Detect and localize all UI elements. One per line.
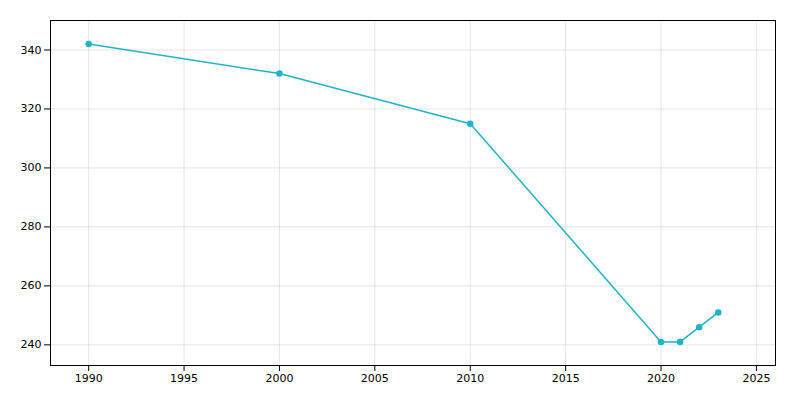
svg-text:280: 280 <box>21 220 42 233</box>
svg-text:260: 260 <box>21 279 42 292</box>
svg-text:240: 240 <box>21 338 42 351</box>
svg-text:2005: 2005 <box>361 372 389 385</box>
svg-text:2020: 2020 <box>647 372 675 385</box>
svg-text:2000: 2000 <box>265 372 293 385</box>
svg-text:340: 340 <box>21 44 42 57</box>
svg-text:1990: 1990 <box>75 372 103 385</box>
svg-text:1995: 1995 <box>170 372 198 385</box>
svg-text:320: 320 <box>21 102 42 115</box>
svg-text:2025: 2025 <box>742 372 770 385</box>
svg-text:2015: 2015 <box>552 372 580 385</box>
svg-text:2010: 2010 <box>456 372 484 385</box>
svg-text:300: 300 <box>21 161 42 174</box>
